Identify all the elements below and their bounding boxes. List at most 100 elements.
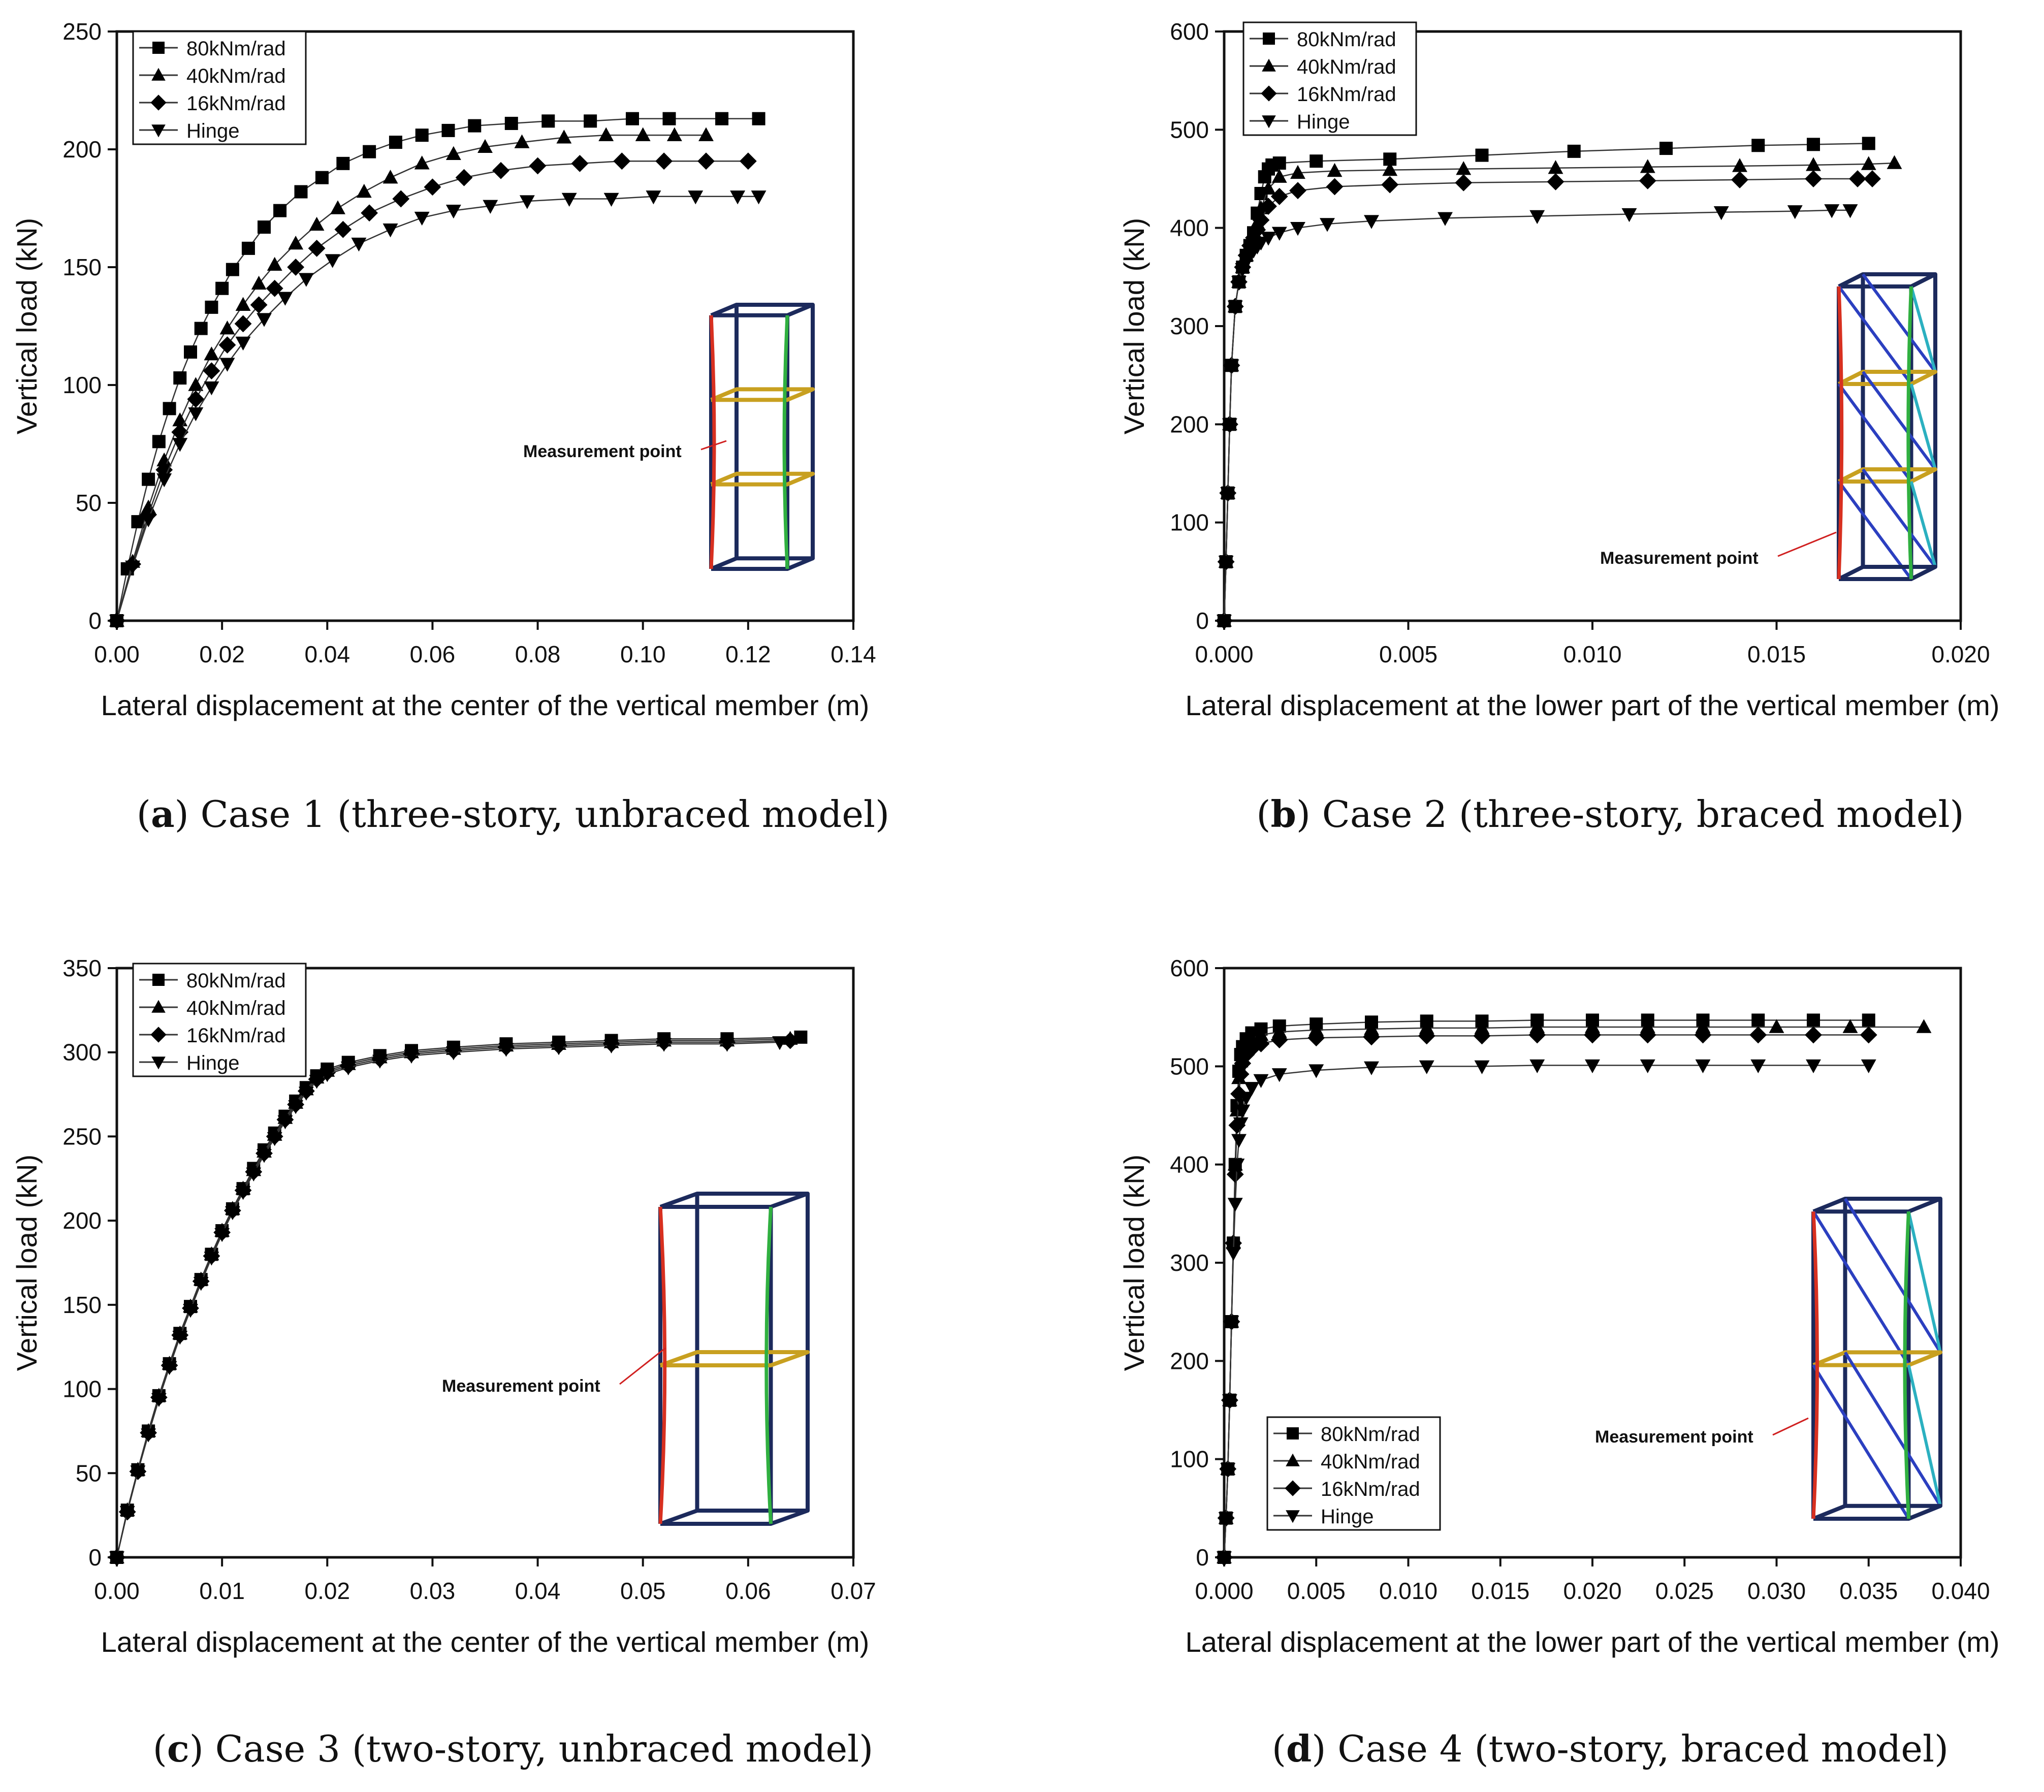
chart-b-legend-marker-3 — [1262, 115, 1276, 129]
chart-d-series-1-point-22 — [1695, 1019, 1711, 1033]
chart-a-series-0-point-12 — [241, 241, 255, 255]
chart-a-xtick-label-6: 0.12 — [725, 641, 771, 667]
chart-d-series-3-point-19 — [1529, 1059, 1545, 1073]
chart-b-xtick-label-4: 0.020 — [1931, 641, 1990, 667]
chart-b-legend-marker-2 — [1261, 85, 1277, 102]
inset-3-floor-0 — [1812, 1197, 1942, 1214]
chart-a-series-3-point-2 — [141, 513, 156, 528]
chart-d-series-3-point-15 — [1308, 1064, 1324, 1078]
chart-c-series-0 — [110, 1030, 808, 1564]
chart-c-xtick-label-2: 0.02 — [305, 1578, 350, 1604]
chart-c-series-2-point-30 — [781, 1032, 799, 1049]
chart-d-series-1-point-20 — [1585, 1019, 1600, 1033]
chart-c-series-3-point-17 — [288, 1100, 304, 1114]
chart-d: 0.000 0.005 0.010 0.015 0.020 0.025 0.030 0.035… — [1118, 955, 1999, 1658]
chart-a-series-2-point-13 — [334, 220, 352, 238]
chart-a-xtick-label-3: 0.06 — [410, 641, 456, 667]
chart-b-series-1-line — [1223, 162, 1895, 621]
chart-b-ytick-label-4: 400 — [1170, 215, 1209, 241]
chart-b-annotation-arrow — [1777, 531, 1837, 557]
chart-b-series-3-point-18 — [1438, 212, 1453, 226]
chart-a-series-3-point-15 — [414, 211, 430, 226]
chart-c-series-3-point-29 — [719, 1038, 735, 1052]
chart-c-ytick-label-0: 0 — [88, 1544, 102, 1571]
chart-d-series-2-point-22 — [1694, 1026, 1712, 1044]
chart-b-legend-marker-1 — [1262, 58, 1276, 72]
chart-c-xtick-label-0: 0.00 — [94, 1578, 140, 1604]
chart-c-series-3-line — [116, 1041, 780, 1558]
chart-a-series-3-point-23 — [730, 190, 746, 205]
chart-a-series-1-point-13 — [330, 200, 345, 214]
chart-d-series-3-point-11 — [1238, 1092, 1254, 1106]
caption-c: (c) Case 3 (two-story, unbraced model) — [152, 1727, 874, 1770]
chart-b-series-2-point-10 — [1245, 229, 1262, 246]
inset-1-brace-side-2 — [1909, 481, 1937, 567]
chart-d-series-3-point-24 — [1806, 1059, 1821, 1073]
chart-a-series-3 — [109, 190, 766, 629]
chart-b-ytick-label-1: 100 — [1170, 509, 1209, 536]
chart-c-series-1 — [109, 1031, 798, 1563]
chart-a-series-3-point-7 — [219, 358, 235, 372]
chart-a-series-2-point-4 — [171, 423, 189, 441]
chart-a-series-1 — [109, 127, 714, 627]
inset-0-floor-2 — [710, 471, 815, 487]
chart-b-legend-label-2: 16kNm/rad — [1297, 83, 1396, 106]
chart-b-ylabel: Vertical load (kN) — [1118, 218, 1150, 434]
chart-b-series-2-point-19 — [1547, 173, 1564, 190]
chart-a-series-3-point-24 — [751, 190, 766, 205]
chart-a-series-3-point-10 — [277, 292, 293, 306]
inset-1-brace-front-2 — [1837, 481, 1912, 580]
chart-a-series-2-point-6 — [203, 362, 220, 380]
inset-3-brace-side-0 — [1907, 1211, 1942, 1353]
inset-3-brace-front-1 — [1812, 1364, 1910, 1520]
chart-c-series-3-point-2 — [130, 1465, 146, 1480]
chart-d-ytick-label-0: 0 — [1196, 1544, 1209, 1571]
chart-d-series-3-point-23 — [1750, 1059, 1766, 1073]
chart-a-series-1-line — [116, 134, 706, 621]
chart-c-series-3-point-5 — [162, 1361, 177, 1375]
chart-c-series-3-point-22 — [372, 1054, 388, 1069]
chart-b-ytick-label-0: 0 — [1196, 607, 1209, 634]
inset-2-deformed-left — [658, 1206, 667, 1524]
chart-a-ytick-label-0: 0 — [88, 607, 102, 634]
chart-d-legend-label-0: 80kNm/rad — [1321, 1423, 1420, 1446]
chart-b-series-1-point-13 — [1261, 180, 1276, 195]
chart-d-ytick-label-4: 400 — [1170, 1151, 1209, 1178]
chart-b-xtick-label-1: 0.005 — [1379, 641, 1438, 667]
chart-c-series-3-point-13 — [246, 1167, 262, 1181]
chart-a-ytick-label-2: 100 — [62, 372, 102, 398]
chart-a-xtick-label-0: 0.00 — [94, 641, 140, 667]
chart-c-ytick-label-3: 150 — [62, 1292, 102, 1318]
chart-a-series-0-point-9 — [205, 300, 218, 314]
chart-b-legend-marker-0 — [1263, 33, 1275, 45]
chart-b-series-1-point-18 — [1456, 161, 1472, 175]
chart-b-series-3 — [1217, 204, 1858, 629]
chart-b-xtick-label-2: 0.010 — [1563, 641, 1621, 667]
inset-0-deformed-left — [709, 315, 716, 569]
chart-a-legend-marker-0 — [152, 42, 165, 54]
chart-b-series-1-point-14 — [1271, 169, 1287, 183]
chart-a-series-1-point-6 — [204, 346, 219, 361]
chart-a-series-2-point-12 — [308, 239, 326, 257]
chart-a-legend-label-2: 16kNm/rad — [186, 92, 286, 115]
chart-a-series-0-point-6 — [173, 371, 187, 385]
chart-c: 0.00 0.01 0.02 0.03 0.04 0.05 0.06 0.07 0 50 100 15… — [11, 955, 876, 1658]
chart-d-series-2-point-20 — [1584, 1026, 1601, 1044]
chart-a-series-0-point-27 — [662, 112, 676, 125]
inset-3-deformed-right — [1903, 1211, 1910, 1519]
chart-c-xtick-label-7: 0.07 — [831, 1578, 876, 1604]
chart-a-series-0-point-16 — [315, 171, 329, 184]
chart-d-ytick-label-2: 200 — [1170, 1348, 1209, 1374]
chart-c-series-3-point-1 — [119, 1506, 135, 1520]
chart-b-series-0-point-21 — [1659, 142, 1673, 155]
chart-d-series-3-point-13 — [1253, 1074, 1269, 1088]
chart-d-series-3-point-17 — [1419, 1060, 1434, 1074]
chart-b-inset-model — [1837, 272, 1937, 581]
chart-a-series-3-point-22 — [688, 190, 704, 205]
chart-a-series-0-point-13 — [258, 220, 271, 234]
inset-0-floor-0 — [710, 303, 815, 317]
chart-a-legend-marker-1 — [151, 68, 166, 81]
chart-d-series-1-point-13 — [1253, 1027, 1269, 1041]
chart-a-series-1-point-24 — [698, 127, 714, 141]
